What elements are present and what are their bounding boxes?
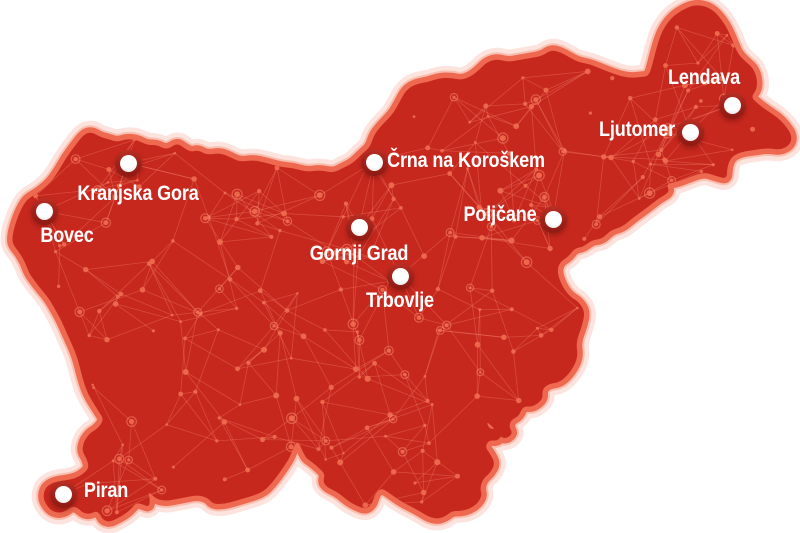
network-dots bbox=[33, 25, 756, 517]
city-marker-ljutomer[interactable] bbox=[676, 118, 704, 146]
city-label-poljcane: Poljčane bbox=[463, 203, 537, 227]
city-marker-trbovlje[interactable] bbox=[386, 262, 414, 290]
network-pattern bbox=[33, 25, 756, 517]
city-label-trbovlje: Trbovlje bbox=[366, 289, 434, 313]
city-label-ljutomer: Ljutomer bbox=[599, 118, 675, 142]
city-marker-gornji-grad[interactable] bbox=[345, 213, 373, 241]
city-label-lendava: Lendava bbox=[667, 66, 741, 90]
network-lines bbox=[35, 27, 734, 513]
city-marker-kranjska-gora[interactable] bbox=[114, 149, 142, 177]
city-marker-poljcane[interactable] bbox=[539, 205, 567, 233]
city-marker-bovec[interactable] bbox=[30, 197, 58, 225]
city-label-piran: Piran bbox=[83, 479, 129, 503]
city-label-bovec: Bovec bbox=[40, 224, 94, 248]
city-label-gornji-grad: Gornji Grad bbox=[309, 242, 409, 266]
city-label-kranjska-gora: Kranjska Gora bbox=[77, 182, 199, 206]
city-marker-lendava[interactable] bbox=[718, 91, 746, 119]
city-label-crna-na-koroskem: Črna na Koroškem bbox=[387, 149, 545, 173]
city-marker-piran[interactable] bbox=[49, 480, 77, 508]
city-marker-crna-na-koroskem[interactable] bbox=[360, 148, 388, 176]
